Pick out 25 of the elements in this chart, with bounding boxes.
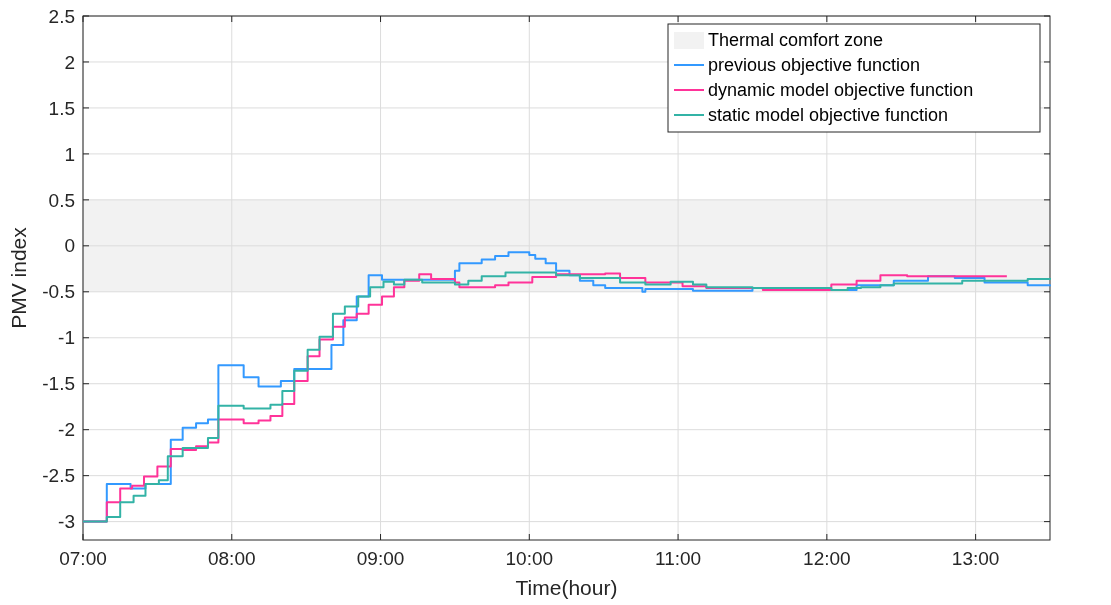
- x-tick-label: 13:00: [951, 548, 1000, 569]
- x-tick-label: 12:00: [803, 548, 851, 569]
- legend-label: previous objective function: [708, 55, 921, 76]
- x-tick-label: 09:00: [356, 548, 405, 569]
- legend-label: dynamic model objective function: [708, 80, 974, 101]
- y-tick-label: 1: [64, 143, 75, 165]
- legend-label: static model objective function: [708, 105, 949, 126]
- y-tick-label: 2: [64, 51, 75, 73]
- x-tick-label: 10:00: [505, 548, 554, 569]
- y-tick-label: 1.5: [48, 97, 75, 119]
- y-tick-label: 0.5: [48, 189, 75, 211]
- y-tick-label: -2: [58, 419, 75, 441]
- x-tick-label: 11:00: [655, 548, 702, 569]
- y-axis-title: PMV index: [7, 226, 30, 329]
- y-tick-label: -0.5: [42, 281, 75, 303]
- x-axis-title: Time(hour): [515, 576, 618, 599]
- x-tick-label: 08:00: [208, 548, 256, 569]
- y-tick-label: -1.5: [42, 373, 75, 395]
- y-tick-label: -3: [58, 511, 75, 533]
- x-tick-label: 07:00: [59, 548, 107, 569]
- legend-label: Thermal comfort zone: [708, 30, 884, 51]
- y-tick-label: 2.5: [48, 5, 75, 27]
- y-tick-label: -1: [58, 327, 75, 349]
- y-tick-label: -2.5: [42, 465, 75, 487]
- y-tick-label: 0: [64, 235, 75, 257]
